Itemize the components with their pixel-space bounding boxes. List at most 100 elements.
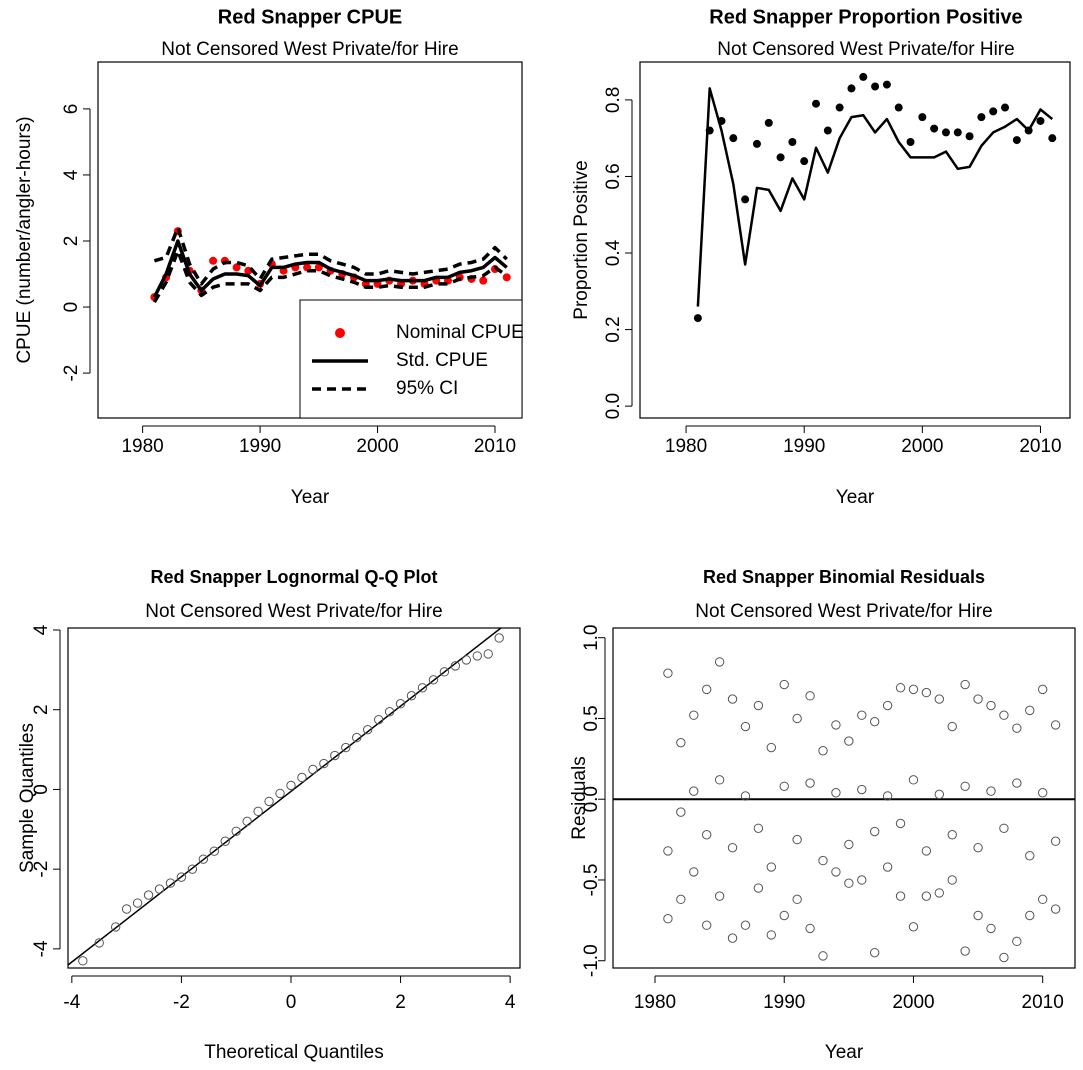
plot-area	[613, 657, 1075, 963]
point	[483, 649, 493, 659]
point	[844, 736, 854, 746]
plot-area	[693, 72, 1057, 323]
point	[908, 775, 919, 785]
point	[740, 721, 751, 732]
point	[989, 107, 998, 116]
point	[869, 716, 880, 727]
point	[701, 920, 712, 930]
point	[264, 796, 274, 807]
reference-line	[68, 628, 503, 966]
point	[947, 721, 957, 732]
point	[714, 775, 725, 785]
x-tick-label: 0	[286, 992, 297, 1013]
point	[395, 699, 406, 709]
y-tick-label: 0.6	[603, 163, 624, 189]
x-tick-label: 2000	[892, 992, 934, 1013]
point	[882, 700, 893, 711]
point	[753, 883, 764, 893]
point	[895, 818, 906, 829]
point	[341, 742, 351, 753]
point	[729, 134, 738, 143]
plot-area	[150, 226, 511, 303]
point	[297, 772, 307, 783]
point	[844, 878, 854, 888]
point	[494, 633, 504, 643]
point	[663, 668, 673, 678]
point	[934, 694, 945, 704]
y-tick-label: 0.0	[603, 393, 624, 419]
point	[764, 118, 773, 127]
x-tick-label: 2010	[1019, 436, 1061, 457]
point	[1037, 894, 1048, 905]
y-tick-label: 4	[61, 169, 82, 180]
point	[986, 700, 996, 711]
x-tick-label: 2000	[356, 436, 398, 457]
point	[727, 933, 738, 943]
point	[805, 778, 815, 788]
point	[232, 263, 241, 272]
x-tick-label: 2010	[474, 436, 516, 457]
point	[132, 898, 143, 908]
point	[689, 710, 699, 720]
point	[766, 862, 777, 872]
point	[779, 910, 789, 921]
point	[800, 157, 809, 166]
point	[701, 830, 712, 840]
point	[693, 314, 702, 323]
point	[805, 923, 815, 934]
point	[689, 867, 699, 877]
point	[930, 124, 939, 133]
point	[209, 256, 218, 265]
chart-subtitle: Not Censored West Private/for Hire	[161, 39, 458, 60]
y-tick-label: 1.0	[581, 624, 602, 650]
y-tick-label: -0.5	[581, 864, 602, 897]
point	[740, 791, 751, 801]
y-axis-label: Residuals	[569, 756, 590, 839]
legend-label: Std. CPUE	[396, 350, 488, 371]
point	[689, 786, 699, 796]
x-tick-label: 1980	[665, 436, 707, 457]
y-tick-label: 0	[61, 302, 82, 313]
point	[94, 938, 104, 948]
y-tick-label: 4	[31, 624, 52, 635]
point	[362, 724, 373, 735]
point	[847, 84, 856, 93]
point	[428, 675, 439, 685]
point	[1012, 778, 1022, 788]
point	[973, 842, 983, 853]
point	[986, 923, 996, 934]
point	[110, 922, 121, 932]
point	[663, 914, 673, 924]
point	[779, 781, 789, 791]
point	[701, 684, 712, 695]
point	[859, 72, 868, 81]
point	[406, 691, 417, 701]
x-axis-label: Year	[291, 487, 330, 508]
point	[895, 891, 906, 901]
point	[934, 789, 945, 800]
point	[973, 910, 983, 921]
point	[752, 139, 761, 148]
point	[965, 132, 974, 141]
point	[999, 952, 1009, 963]
chart-title: Red Snapper CPUE	[218, 6, 402, 28]
y-tick-label: 0.4	[603, 239, 624, 266]
point	[714, 657, 725, 667]
point	[479, 276, 488, 285]
point	[835, 103, 844, 112]
plot-area	[68, 628, 504, 966]
point	[788, 138, 797, 147]
chart-title: Red Snapper Proportion Positive	[709, 6, 1022, 28]
y-axis-label: Proportion Positive	[571, 160, 592, 319]
y-tick-label: 0.5	[581, 705, 602, 731]
point	[308, 764, 318, 775]
point	[934, 888, 945, 898]
point	[960, 679, 970, 690]
point	[895, 683, 906, 693]
point	[882, 791, 893, 801]
x-axis-label: Theoretical Quantiles	[204, 1042, 384, 1063]
point	[1025, 705, 1035, 716]
point	[220, 836, 230, 846]
point	[1012, 136, 1021, 145]
point	[766, 930, 777, 940]
